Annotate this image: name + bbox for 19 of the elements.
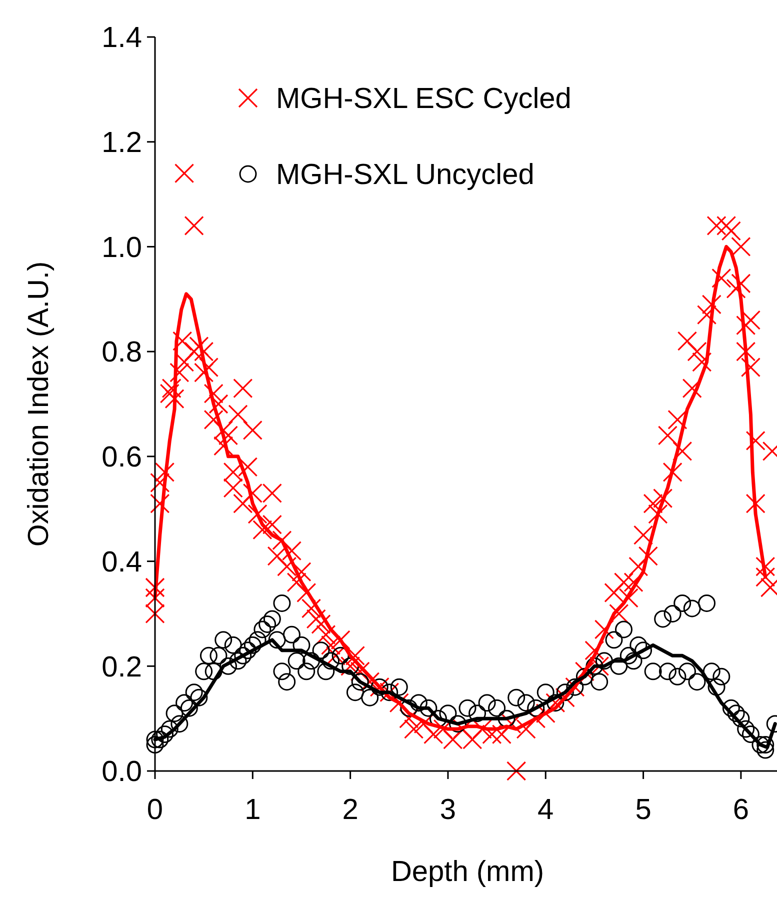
x-tick-label: 4 xyxy=(538,794,554,826)
y-tick-label: 0.2 xyxy=(102,651,142,684)
legend-label: MGH-SXL Uncycled xyxy=(276,159,534,192)
y-tick-label: 0.8 xyxy=(102,336,142,369)
y-axis-title: Oxidation Index (A.U.) xyxy=(23,261,55,547)
x-tick-label: 5 xyxy=(635,794,652,826)
y-tick-label: 1.0 xyxy=(102,232,142,264)
x-tick-label: 0 xyxy=(146,794,164,826)
y-tick-label: 0.6 xyxy=(102,442,142,474)
x-tick-label: 3 xyxy=(440,794,456,826)
y-tick-label: 0.0 xyxy=(102,756,142,788)
x-tick-label: 2 xyxy=(342,794,358,826)
y-tick-label: 1.2 xyxy=(102,127,142,160)
y-tick-label: 1.4 xyxy=(102,22,142,54)
x-tick-label: 6 xyxy=(732,794,750,826)
legend-label: MGH-SXL ESC Cycled xyxy=(276,83,572,116)
x-tick-label: 1 xyxy=(244,794,261,826)
x-axis-title: Depth (mm) xyxy=(390,856,544,888)
y-tick-label: 0.4 xyxy=(102,546,142,578)
